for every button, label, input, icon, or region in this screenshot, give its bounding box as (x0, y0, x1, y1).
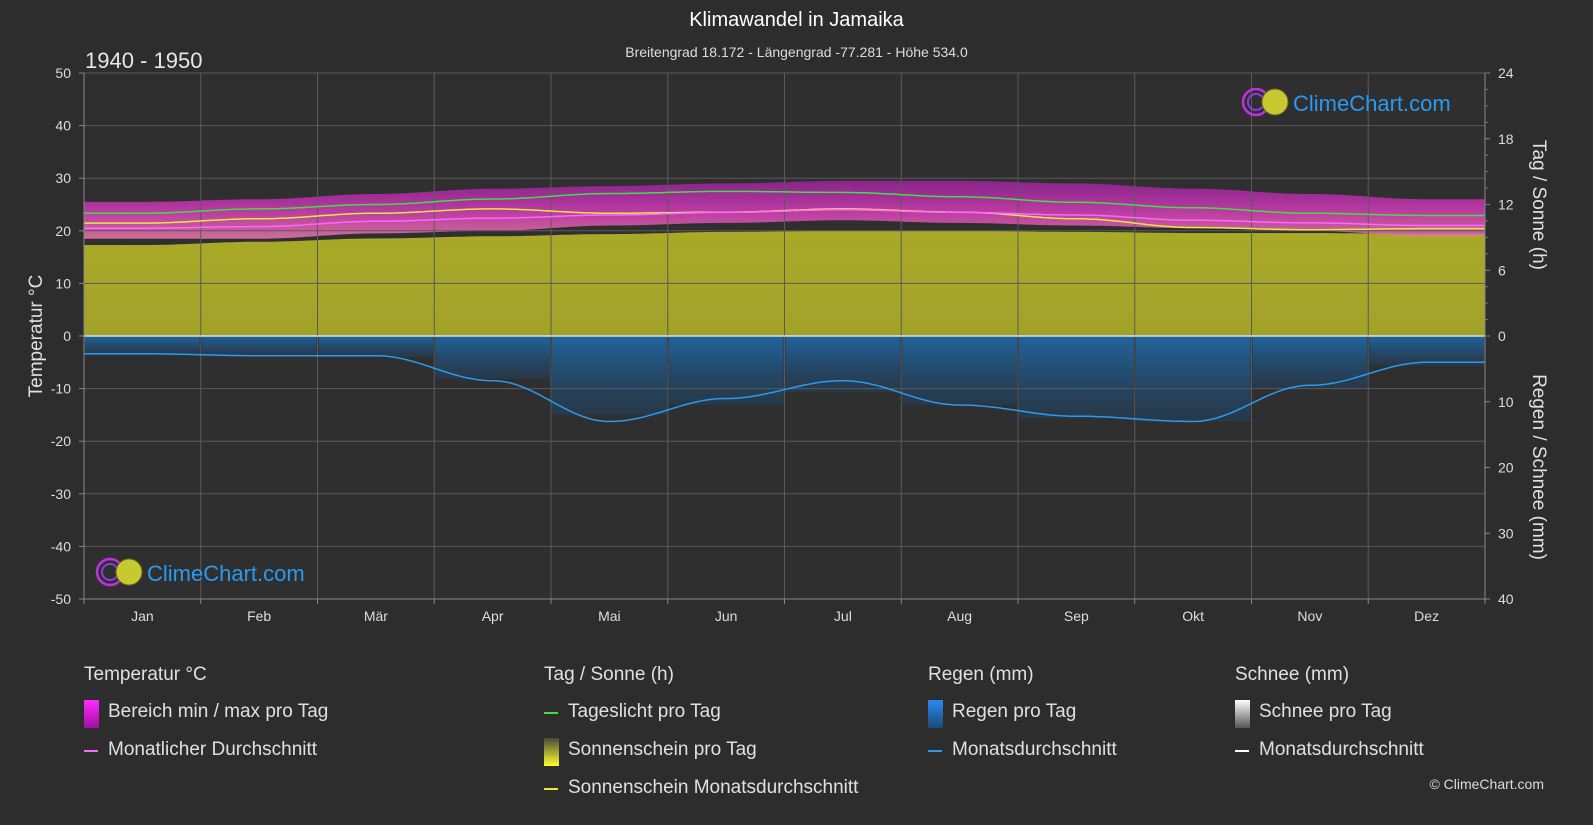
chart-title: Klimawandel in Jamaika (689, 9, 904, 31)
legend-label: Regen pro Tag (952, 701, 1077, 722)
daylight-line (84, 190, 1485, 217)
legend-label: Schnee pro Tag (1259, 701, 1392, 722)
x-tick-label-Apr: Apr (482, 608, 504, 624)
legend-sun: Tag / Sonne (h) Tageslicht pro Tag Sonne… (544, 664, 858, 814)
green-line-icon (544, 712, 558, 714)
magenta-gradient-swatch-icon (84, 700, 99, 728)
rain-bar-Jul (785, 336, 901, 392)
temperature-avg-line (84, 209, 1485, 229)
tick-label-right-mm: 20 (1498, 460, 1514, 476)
rain-bar-Dez (1369, 336, 1485, 366)
rain-bar-Jun (668, 336, 784, 405)
y-axis-right-bottom-label: Regen / Schnee (mm) (1528, 374, 1549, 560)
legend-item-snow-avg: Monatsdurchschnitt (1235, 738, 1424, 776)
tick-label-left: -10 (51, 381, 71, 397)
legend-item-sunshine: Sonnenschein pro Tag (544, 738, 858, 776)
rain-bar-Aug (902, 336, 1018, 405)
legend-label: Sonnenschein pro Tag (568, 739, 757, 760)
white-gradient-swatch-icon (1235, 700, 1250, 728)
logo-top-right[interactable]: ClimeChart.com (1241, 87, 1451, 117)
logo-bottom-left[interactable]: ClimeChart.com (95, 557, 305, 587)
chart-subtitle: Breitengrad 18.172 - Längengrad -77.281 … (625, 44, 968, 60)
tick-label-left: -30 (51, 486, 71, 502)
legend-item-rain-avg: Monatsdurchschnitt (928, 738, 1117, 776)
tick-label-right-hours: 6 (1498, 262, 1506, 278)
white-line-icon (1235, 750, 1249, 752)
rain-bar-Apr (435, 336, 551, 379)
blue-line-icon (928, 750, 942, 752)
rain-bar-Mär (318, 336, 434, 357)
legend-label: Monatsdurchschnitt (952, 739, 1117, 760)
rain-bar-Nov (1252, 336, 1368, 389)
rain-bar-Okt (1135, 336, 1251, 422)
blue-gradient-swatch-icon (928, 700, 943, 728)
rain-avg-line (84, 353, 1485, 423)
legend-snow-title: Schnee (mm) (1235, 664, 1350, 685)
tick-label-right-mm: 40 (1498, 591, 1514, 607)
rain-bar-Sep (1019, 336, 1134, 419)
legend-item-sunshine-avg: Sonnenschein Monatsdurchschnitt (544, 776, 858, 814)
tick-label-left: -50 (51, 591, 71, 607)
yellow-gradient-swatch-icon (544, 738, 559, 766)
x-tick-label-Feb: Feb (247, 608, 271, 624)
legend-label: Bereich min / max pro Tag (108, 701, 329, 722)
rain-bar-Mai (552, 336, 667, 415)
tick-label-right-mm: 10 (1498, 394, 1514, 410)
legend-label: Monatsdurchschnitt (1259, 739, 1424, 760)
logo-text: ClimeChart.com (147, 561, 305, 586)
pink-line-icon (84, 750, 98, 752)
x-tick-label-Mai: Mai (598, 608, 621, 624)
x-tick-label-Jun: Jun (715, 608, 738, 624)
legend-snow: Schnee (mm) Schnee pro Tag Monatsdurchsc… (1235, 664, 1424, 776)
tick-label-right-mm: 30 (1498, 525, 1514, 541)
x-tick-label-Aug: Aug (947, 608, 972, 624)
tick-label-right-hours: 24 (1498, 65, 1514, 81)
tick-label-left: 50 (55, 65, 71, 81)
x-tick-label-Nov: Nov (1297, 608, 1322, 624)
rain-bars (85, 336, 1485, 422)
x-tick-label-Okt: Okt (1182, 608, 1204, 624)
legend-item-daylight: Tageslicht pro Tag (544, 700, 858, 738)
yellow-line-icon (544, 788, 558, 790)
legend-item-temp-avg: Monatlicher Durchschnitt (84, 738, 328, 776)
tick-label-right-hours: 0 (1498, 328, 1506, 344)
period-label: 1940 - 1950 (85, 48, 203, 73)
rain-bar-Feb (201, 336, 317, 357)
legend-item-rain: Regen pro Tag (928, 700, 1117, 738)
climechart-logo-icon (95, 557, 143, 587)
y-axis-right-top-label: Tag / Sonne (h) (1528, 140, 1549, 270)
legend-rain: Regen (mm) Regen pro Tag Monatsdurchschn… (928, 664, 1117, 776)
x-tick-label-Jan: Jan (131, 608, 154, 624)
rain-bar-Jan (85, 336, 200, 356)
legend-item-snow: Schnee pro Tag (1235, 700, 1424, 738)
tick-label-right-hours: 18 (1498, 131, 1514, 147)
tick-label-left: 0 (63, 328, 71, 344)
x-tick-label-Sep: Sep (1064, 608, 1089, 624)
climechart-logo-icon (1241, 87, 1289, 117)
x-tick-label-Mär: Mär (364, 608, 388, 624)
x-tick-label-Jul: Jul (834, 608, 852, 624)
x-tick-label-Dez: Dez (1414, 608, 1439, 624)
legend-rain-title: Regen (mm) (928, 664, 1034, 685)
tick-label-left: -20 (51, 433, 71, 449)
legend-label: Monatlicher Durchschnitt (108, 739, 318, 760)
logo-text: ClimeChart.com (1293, 91, 1451, 116)
tick-label-right-hours: 12 (1498, 197, 1514, 213)
legend-sun-title: Tag / Sonne (h) (544, 664, 674, 685)
tick-label-left: 20 (55, 223, 71, 239)
tick-label-left: 10 (55, 275, 71, 291)
tick-label-left: 40 (55, 118, 71, 134)
copyright-notice: © ClimeChart.com (1429, 776, 1544, 792)
legend-temperature: Temperatur °C Bereich min / max pro Tag … (84, 664, 328, 776)
legend-label: Sonnenschein Monatsdurchschnitt (568, 777, 859, 798)
legend-temperature-title: Temperatur °C (84, 664, 207, 685)
legend-item-temp-range: Bereich min / max pro Tag (84, 700, 328, 738)
tick-label-left: 30 (55, 170, 71, 186)
tick-label-left: -40 (51, 538, 71, 554)
y-axis-left-label: Temperatur °C (26, 275, 47, 398)
legend-label: Tageslicht pro Tag (568, 701, 721, 722)
